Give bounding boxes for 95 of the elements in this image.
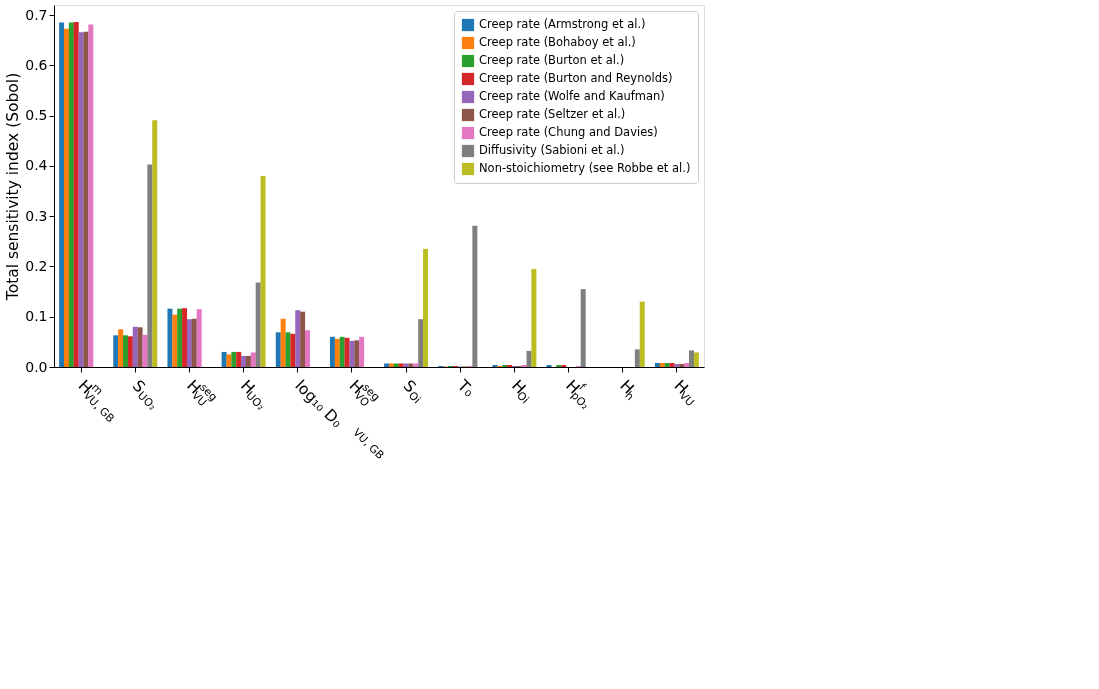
bar: [231, 351, 237, 367]
bar: [413, 363, 419, 367]
bar: [236, 351, 242, 367]
bar: [393, 363, 399, 367]
bar: [177, 308, 183, 367]
bar: [191, 318, 197, 367]
bar: [329, 336, 335, 367]
bar: [684, 362, 690, 367]
x-tick-label: HfpO₂: [562, 376, 592, 413]
y-axis-title: Total sensitivity index (Sobol): [4, 72, 23, 302]
bar: [418, 319, 424, 367]
bar: [531, 268, 537, 367]
bar: [255, 282, 261, 367]
bar: [73, 22, 79, 367]
bar: [63, 28, 69, 367]
bar: [634, 349, 640, 367]
bar: [556, 364, 562, 367]
x-tick-label: T₀: [453, 375, 478, 401]
legend-label: Creep rate (Armstrong et al.): [479, 17, 646, 31]
bar: [113, 335, 119, 367]
bar: [250, 352, 256, 367]
bar: [398, 363, 404, 367]
bar: [659, 362, 665, 367]
bar: [280, 318, 286, 367]
legend-label: Creep rate (Burton and Reynolds): [479, 71, 673, 85]
bar: [304, 330, 310, 367]
bar: [68, 22, 74, 367]
bar: [507, 364, 513, 367]
bar: [546, 364, 552, 367]
bar: [118, 329, 124, 367]
bar: [384, 363, 390, 367]
x-tick-label: SOi: [399, 376, 424, 407]
legend-label: Creep rate (Chung and Davies): [479, 125, 658, 139]
x-tick-label: HVU: [670, 376, 697, 410]
bar: [359, 336, 365, 367]
bar: [127, 336, 133, 367]
legend-label: Non-stoichiometry (see Robbe et al.): [479, 161, 691, 175]
legend-label: Creep rate (Bohaboy et al.): [479, 35, 636, 49]
bar: [639, 301, 645, 367]
legend-label: Creep rate (Burton et al.): [479, 53, 625, 67]
bar: [354, 340, 360, 367]
bar: [290, 333, 296, 367]
bar: [142, 334, 148, 367]
bar: [167, 308, 173, 367]
bar: [349, 340, 355, 367]
bar: [59, 22, 65, 367]
legend-label: Creep rate (Seltzer et al.): [479, 107, 626, 121]
y-tick-label: 0.3: [25, 207, 48, 224]
bar: [300, 311, 306, 367]
bar: [245, 355, 251, 367]
bar: [561, 364, 567, 367]
bar: [472, 225, 478, 367]
bar: [152, 120, 158, 367]
x-tick-label: HOi: [508, 376, 532, 407]
legend-label: Diffusivity (Sabioni et al.): [479, 143, 625, 157]
bar: [295, 310, 301, 367]
bar: [88, 24, 94, 367]
bar: [689, 350, 695, 367]
legend-label: Creep rate (Wolfe and Kaufman): [479, 89, 665, 103]
bar: [241, 355, 247, 367]
bar: [123, 335, 129, 367]
bar: [521, 364, 527, 367]
x-tick-label: HsegVU: [183, 376, 221, 410]
y-tick-label: 0.7: [25, 6, 48, 23]
bar: [654, 362, 660, 367]
bar: [423, 248, 429, 367]
x-tick-label: Hh: [616, 376, 638, 404]
bar: [580, 289, 586, 367]
bar: [693, 352, 699, 367]
y-tick-label: 0.4: [25, 157, 48, 174]
x-tick-label: HsegVO: [345, 376, 383, 410]
bar: [260, 175, 266, 367]
y-tick-label: 0.5: [25, 107, 48, 124]
bar: [674, 363, 680, 367]
bar: [172, 314, 178, 367]
y-tick-label: 0.2: [25, 257, 48, 274]
bar: [275, 332, 281, 367]
bar: [339, 336, 345, 367]
bar: [83, 31, 89, 367]
bar: [679, 363, 685, 367]
bar: [502, 364, 508, 367]
bar: [186, 319, 192, 367]
bar: [132, 326, 138, 367]
y-tick-label: 0.0: [25, 358, 48, 375]
bar: [388, 363, 394, 367]
bar: [664, 362, 670, 367]
y-tick-label: 0.6: [25, 56, 48, 73]
bar: [196, 309, 202, 367]
bar: [492, 364, 498, 367]
bar: [226, 354, 232, 367]
bar: [182, 308, 188, 367]
y-tick-label: 0.1: [25, 308, 48, 325]
bar: [147, 164, 153, 367]
bar: [408, 363, 414, 367]
bar: [334, 338, 340, 367]
